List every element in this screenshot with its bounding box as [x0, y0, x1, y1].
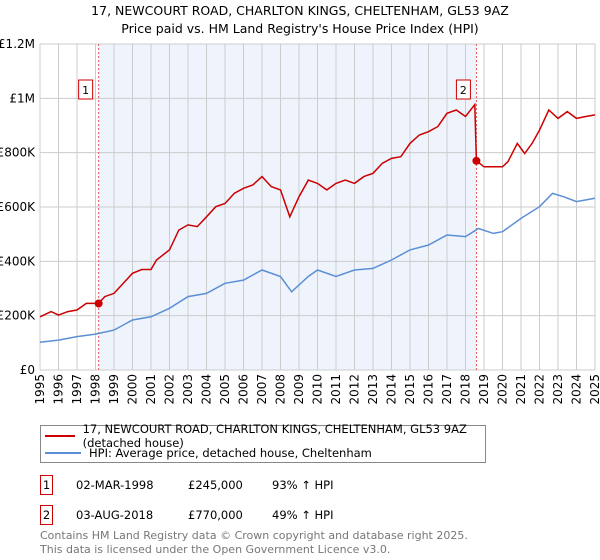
x-tick-label: 2018: [459, 374, 473, 405]
x-tick-label: 2008: [274, 374, 288, 405]
sale-point: [472, 156, 481, 165]
sale-point: [94, 299, 103, 308]
y-tick-label: £1M: [9, 91, 35, 105]
y-tick-label: £600K: [0, 200, 36, 214]
hpi-line: [39, 192, 596, 344]
x-tick-label: 1997: [70, 374, 84, 405]
x-tick-label: 2001: [144, 374, 158, 405]
sale-badge-label: 1: [82, 84, 89, 97]
chart-title: 17, NEWCOURT ROAD, CHARLTON KINGS, CHELT…: [91, 3, 509, 18]
chart-subtitle: Price paid vs. HM Land Registry's House …: [121, 21, 479, 36]
x-tick-label: 2025: [588, 374, 600, 405]
x-tick-label: 2024: [570, 374, 584, 405]
y-tick-label: £200K: [0, 309, 36, 323]
y-tick-label: £400K: [0, 254, 36, 268]
x-tick-label: 2006: [237, 374, 251, 405]
price-chart: 1995 1996 1997 1998 1999 2000 2001 2002 2003 2004…: [0, 37, 600, 405]
sale-badge-label: 2: [460, 84, 467, 97]
legend-swatch-property: [45, 435, 75, 437]
sale-badge: [78, 79, 94, 100]
y-tick-label: £0: [20, 363, 35, 377]
x-tick-label: 1998: [89, 374, 103, 405]
legend-swatch-hpi: [45, 452, 81, 454]
transaction-badge: 2: [40, 505, 53, 525]
x-tick-label: 1995: [33, 374, 47, 405]
x-tick-label: 2020: [496, 374, 510, 405]
x-tick-label: 2019: [477, 374, 491, 405]
transaction-hpi: 93% ↑ HPI: [272, 478, 334, 492]
footer-copyright: Contains HM Land Registry data © Crown c…: [40, 529, 468, 542]
x-tick-label: 2012: [348, 374, 362, 405]
legend: 17, NEWCOURT ROAD, CHARLTON KINGS, CHELT…: [40, 422, 486, 463]
x-tick-label: 2015: [403, 374, 417, 405]
x-tick-label: 2000: [126, 374, 140, 405]
sale-badge: [455, 79, 471, 100]
property-price-line: [39, 102, 596, 318]
y-tick-label: £800K: [0, 146, 36, 160]
y-tick-label: £1.2M: [0, 37, 35, 51]
x-tick-label: 2023: [551, 374, 565, 405]
transaction-price: £245,000: [188, 478, 243, 492]
x-tick-label: 2010: [311, 374, 325, 405]
x-tick-label: 2014: [385, 374, 399, 405]
x-tick-label: 2004: [200, 374, 214, 405]
x-tick-label: 2011: [329, 374, 343, 405]
x-tick-label: 2016: [422, 374, 436, 405]
transaction-date: 02-MAR-1998: [76, 478, 154, 492]
x-tick-label: 2005: [218, 374, 232, 405]
transaction-date: 03-AUG-2018: [76, 508, 154, 522]
x-tick-label: 2021: [514, 374, 528, 405]
x-tick-label: 2003: [181, 374, 195, 405]
transaction-price: £770,000: [188, 508, 243, 522]
x-tick-label: 2002: [163, 374, 177, 405]
x-tick-label: 1999: [107, 374, 121, 405]
x-tick-label: 2013: [366, 374, 380, 405]
legend-label-hpi: HPI: Average price, detached house, Chel…: [89, 446, 372, 460]
legend-label-property: 17, NEWCOURT ROAD, CHARLTON KINGS, CHELT…: [82, 422, 467, 450]
x-tick-label: 2022: [533, 374, 547, 405]
x-tick-label: 2007: [255, 374, 269, 405]
x-tick-label: 2009: [292, 374, 306, 405]
x-tick-label: 2017: [440, 374, 454, 405]
footer-licence: This data is licensed under the Open Gov…: [40, 543, 391, 556]
transaction-badge: 1: [40, 475, 53, 495]
transaction-hpi: 49% ↑ HPI: [272, 508, 334, 522]
x-tick-label: 1996: [52, 374, 66, 405]
